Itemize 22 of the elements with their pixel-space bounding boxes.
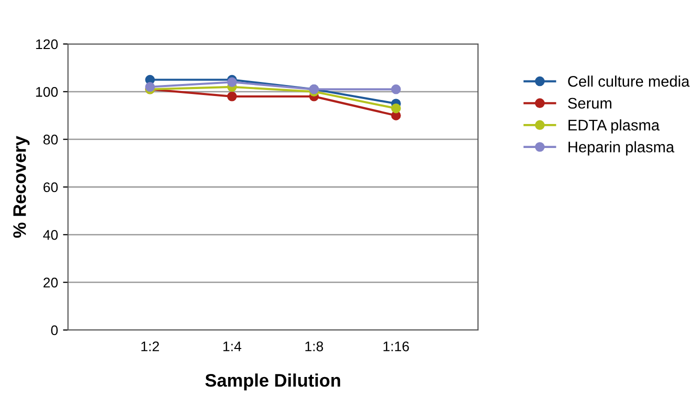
x-tick-label: 1:2 <box>141 341 159 352</box>
y-tick-label: 40 <box>43 230 58 240</box>
y-axis-title: % Recovery <box>13 136 30 238</box>
y-tick-label: 60 <box>44 182 58 192</box>
y-tick-label: 120 <box>36 39 58 50</box>
legend-label: Heparin plasma <box>568 141 674 156</box>
point <box>227 92 237 102</box>
y-tick-label: 80 <box>43 134 58 145</box>
point <box>391 84 401 94</box>
x-axis-title: Sample Dilution <box>205 374 340 390</box>
y-tick-label: 20 <box>44 278 58 288</box>
x-tick-label: 1:16 <box>384 341 409 352</box>
y-tick-label: 0 <box>51 325 58 336</box>
x-tick-label: 1:8 <box>305 341 324 352</box>
point <box>391 103 401 114</box>
legend-label: Serum <box>568 98 612 109</box>
legend-label: Cell culture media <box>568 76 690 87</box>
legend-label: EDTA plasma <box>568 119 660 134</box>
point <box>227 77 237 87</box>
point <box>145 82 155 92</box>
x-tick-label: 1:4 <box>223 342 242 352</box>
y-tick-label: 100 <box>36 87 58 97</box>
